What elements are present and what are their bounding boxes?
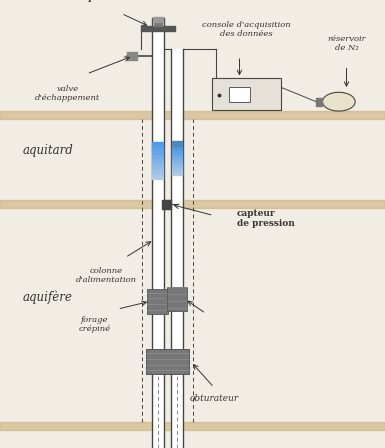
FancyBboxPatch shape — [229, 87, 250, 102]
FancyBboxPatch shape — [167, 287, 187, 311]
Text: aquifère: aquifère — [23, 290, 73, 304]
Ellipse shape — [323, 92, 355, 111]
Text: réservoir
de N₂: réservoir de N₂ — [327, 35, 366, 52]
FancyBboxPatch shape — [146, 349, 189, 374]
Text: console d'acquisition
des données: console d'acquisition des données — [202, 21, 291, 38]
Text: forage
crépiné: forage crépiné — [78, 316, 110, 333]
FancyBboxPatch shape — [212, 78, 281, 110]
Text: capteur
de pression: capteur de pression — [73, 0, 131, 2]
Text: obturateur: obturateur — [189, 394, 239, 403]
Text: aquitard: aquitard — [23, 143, 74, 157]
Text: capteur
de pression: capteur de pression — [237, 209, 295, 228]
FancyBboxPatch shape — [147, 289, 168, 314]
Text: valve
d'échappement: valve d'échappement — [35, 85, 100, 102]
Text: colonne
d'alimentation: colonne d'alimentation — [75, 267, 136, 284]
